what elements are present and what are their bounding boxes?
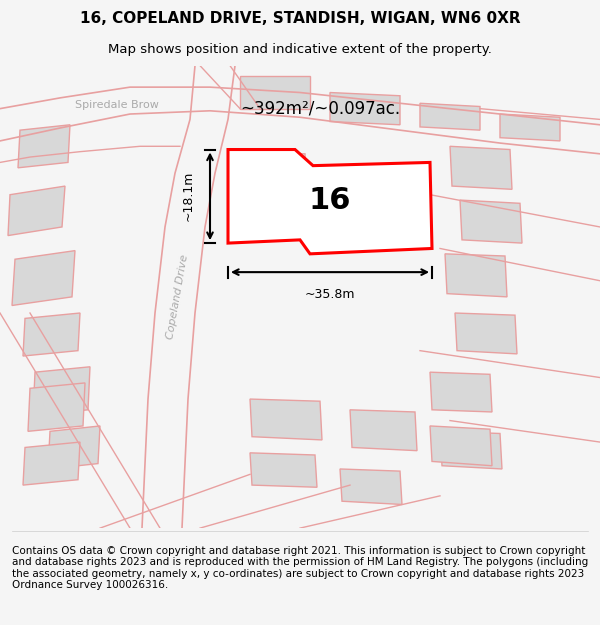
Text: Spiredale Brow: Spiredale Brow (75, 101, 159, 111)
Text: ~392m²/~0.097ac.: ~392m²/~0.097ac. (240, 99, 400, 118)
Text: Map shows position and indicative extent of the property.: Map shows position and indicative extent… (108, 42, 492, 56)
Polygon shape (33, 367, 90, 415)
Polygon shape (28, 383, 85, 431)
Text: Contains OS data © Crown copyright and database right 2021. This information is : Contains OS data © Crown copyright and d… (12, 546, 588, 591)
Polygon shape (460, 200, 522, 243)
Polygon shape (445, 254, 507, 297)
Polygon shape (245, 152, 307, 189)
Text: ~18.1m: ~18.1m (182, 171, 195, 221)
Polygon shape (228, 149, 432, 254)
Polygon shape (12, 251, 75, 306)
Polygon shape (340, 469, 402, 504)
Polygon shape (430, 372, 492, 412)
Polygon shape (23, 442, 80, 485)
Polygon shape (500, 114, 560, 141)
Polygon shape (250, 399, 322, 440)
Polygon shape (240, 76, 310, 109)
Polygon shape (420, 103, 480, 130)
Polygon shape (18, 125, 70, 168)
Text: ~35.8m: ~35.8m (305, 288, 355, 301)
Polygon shape (48, 426, 100, 469)
Polygon shape (250, 195, 307, 229)
Polygon shape (350, 410, 417, 451)
Polygon shape (23, 313, 80, 356)
Polygon shape (430, 426, 492, 466)
Text: 16, COPELAND DRIVE, STANDISH, WIGAN, WN6 0XR: 16, COPELAND DRIVE, STANDISH, WIGAN, WN6… (80, 11, 520, 26)
Polygon shape (450, 146, 512, 189)
Polygon shape (440, 431, 502, 469)
Polygon shape (330, 92, 400, 125)
Polygon shape (250, 453, 317, 488)
Text: 16: 16 (309, 186, 351, 214)
Text: Copeland Drive: Copeland Drive (166, 254, 190, 340)
Polygon shape (455, 313, 517, 354)
Polygon shape (8, 186, 65, 236)
